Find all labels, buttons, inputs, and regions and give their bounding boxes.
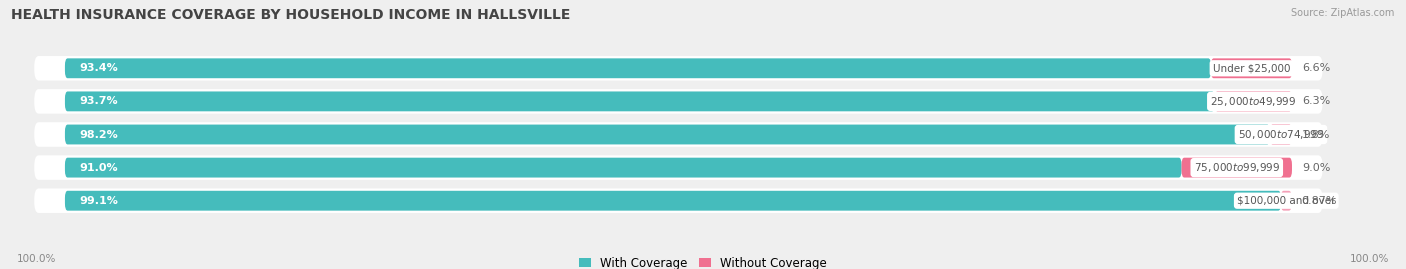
Text: 98.2%: 98.2% (80, 129, 118, 140)
FancyBboxPatch shape (65, 58, 1211, 78)
Text: 1.8%: 1.8% (1302, 129, 1330, 140)
FancyBboxPatch shape (65, 191, 1281, 211)
Legend: With Coverage, Without Coverage: With Coverage, Without Coverage (579, 257, 827, 269)
Text: 6.3%: 6.3% (1302, 96, 1330, 107)
FancyBboxPatch shape (34, 155, 1323, 180)
Text: $75,000 to $99,999: $75,000 to $99,999 (1194, 161, 1279, 174)
Text: Source: ZipAtlas.com: Source: ZipAtlas.com (1291, 8, 1395, 18)
Text: 100.0%: 100.0% (1350, 254, 1389, 264)
FancyBboxPatch shape (1270, 125, 1292, 144)
Text: 91.0%: 91.0% (80, 162, 118, 173)
FancyBboxPatch shape (34, 122, 1323, 147)
Text: $25,000 to $49,999: $25,000 to $49,999 (1211, 95, 1296, 108)
FancyBboxPatch shape (1281, 191, 1292, 211)
Text: 99.1%: 99.1% (80, 196, 118, 206)
Text: $50,000 to $74,999: $50,000 to $74,999 (1237, 128, 1324, 141)
Text: 100.0%: 100.0% (17, 254, 56, 264)
FancyBboxPatch shape (1215, 91, 1292, 111)
Text: 6.6%: 6.6% (1302, 63, 1330, 73)
FancyBboxPatch shape (65, 158, 1181, 178)
FancyBboxPatch shape (34, 56, 1323, 80)
Text: 0.87%: 0.87% (1302, 196, 1337, 206)
Text: $100,000 and over: $100,000 and over (1237, 196, 1336, 206)
FancyBboxPatch shape (34, 189, 1323, 213)
FancyBboxPatch shape (1181, 158, 1292, 178)
FancyBboxPatch shape (65, 91, 1215, 111)
Text: 9.0%: 9.0% (1302, 162, 1330, 173)
FancyBboxPatch shape (34, 89, 1323, 114)
Text: 93.7%: 93.7% (80, 96, 118, 107)
FancyBboxPatch shape (65, 125, 1270, 144)
Text: HEALTH INSURANCE COVERAGE BY HOUSEHOLD INCOME IN HALLSVILLE: HEALTH INSURANCE COVERAGE BY HOUSEHOLD I… (11, 8, 571, 22)
Text: 93.4%: 93.4% (80, 63, 118, 73)
Text: Under $25,000: Under $25,000 (1213, 63, 1291, 73)
FancyBboxPatch shape (1211, 58, 1292, 78)
